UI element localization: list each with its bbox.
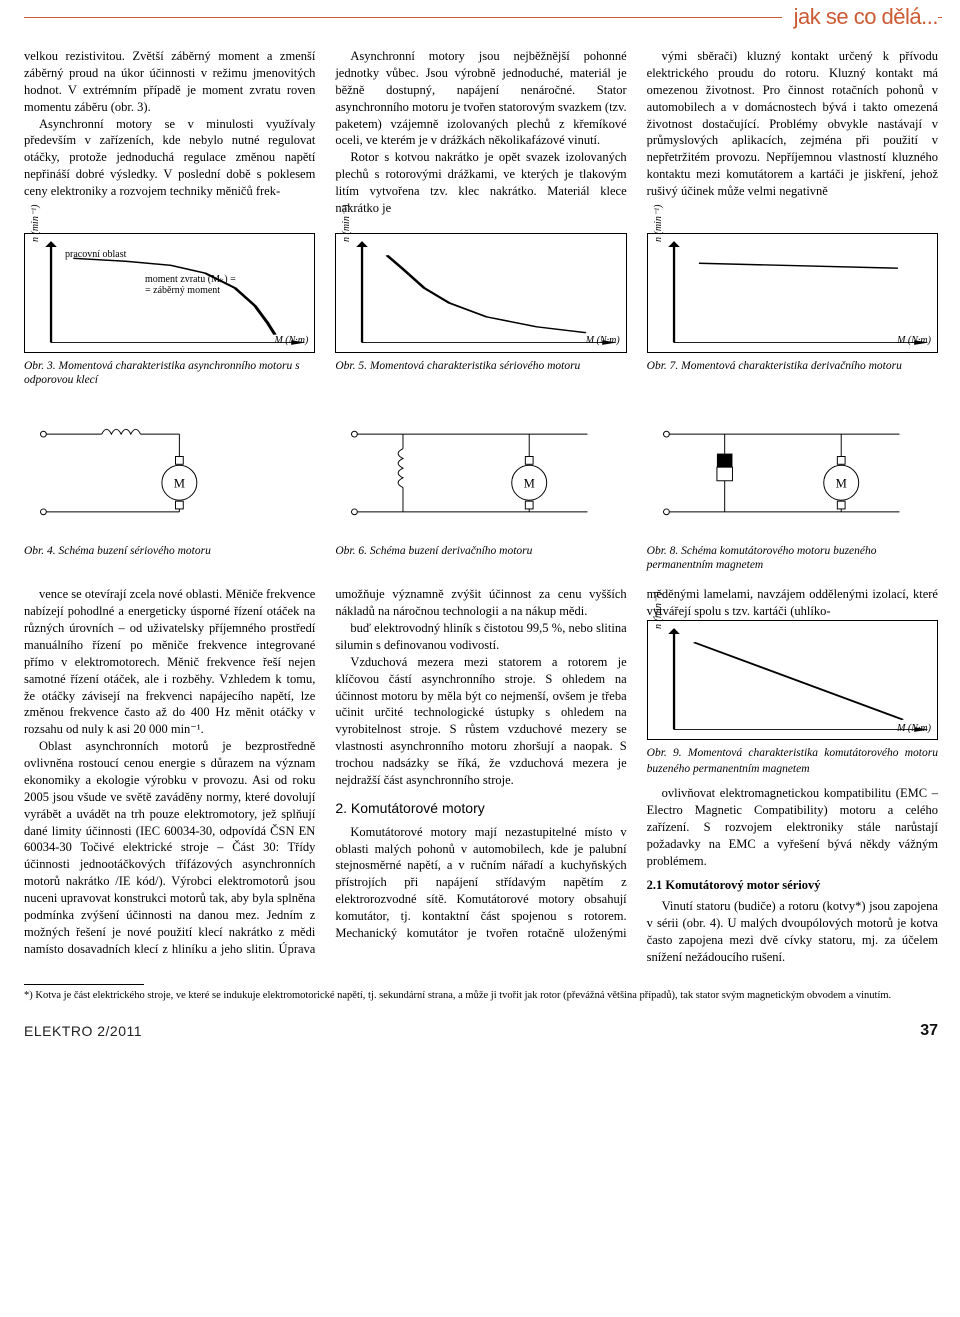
schematic-svg: M [24, 408, 315, 538]
p: velkou rezistivitou. Zvětší záběrný mome… [24, 48, 315, 116]
xlabel: M (N·m) [897, 334, 931, 348]
fig9-block: n (min⁻¹) M (N·m) Obr. 9. Momentová char… [647, 620, 938, 777]
ylabel: n (min⁻¹) [340, 204, 354, 241]
chart-row: pracovní oblast moment zvratu (Mₖ) = = z… [24, 233, 938, 388]
page-number: 37 [920, 1020, 938, 1042]
chart: n (min⁻¹) M (N·m) [647, 620, 938, 740]
fig7: n (min⁻¹) M (N·m) Obr. 7. Momentová char… [647, 233, 938, 388]
chart-svg [648, 621, 937, 739]
p: Vinutí statoru (budiče) a rotoru (kotvy*… [647, 898, 938, 966]
svg-text:M: M [524, 476, 535, 490]
schematic-svg: M [335, 408, 626, 538]
page-footer: ELEKTRO 2/2011 37 [0, 1016, 960, 1050]
chart: n (min⁻¹) M (N·m) [335, 233, 626, 353]
p: Asynchronní motory jsou nejběžnější poho… [335, 48, 626, 149]
ylabel: n (min⁻¹) [652, 204, 666, 241]
xlabel: M (N·m) [274, 334, 308, 348]
schematic: M [24, 408, 315, 538]
note-zvrat: moment zvratu (Mₖ) = = záběrný moment [145, 274, 236, 296]
subheading: 2.1 Komutátorový motor sériový [647, 877, 938, 894]
motor-symbol: M [174, 476, 185, 490]
caption: Obr. 3. Momentová charakteristika asynch… [24, 359, 315, 388]
caption: Obr. 8. Schéma komutátorového motoru buz… [647, 544, 938, 573]
chart-svg [648, 234, 937, 352]
caption: Obr. 5. Momentová charakteristika sériov… [335, 359, 626, 373]
fig6: M Obr. 6. Schéma buzení derivačního moto… [335, 408, 626, 558]
p: ovlivňovat elektromagnetickou kompatibil… [647, 785, 938, 869]
section-header: jak se co dělá... [0, 0, 960, 34]
p: vence se otevírají zcela nové oblasti. M… [24, 586, 315, 738]
fig4: M Obr. 4. Schéma buzení sériového motoru [24, 408, 315, 558]
ylabel: n (min⁻¹) [652, 592, 666, 629]
heading: 2. Komutátorové motory [335, 799, 626, 818]
ylabel: n (min⁻¹) [29, 204, 43, 241]
fig3: pracovní oblast moment zvratu (Mₖ) = = z… [24, 233, 315, 388]
footnote-rule [24, 984, 144, 985]
caption: Obr. 7. Momentová charakteristika deriva… [647, 359, 938, 373]
lower-text: vence se otevírají zcela nové oblasti. M… [24, 586, 938, 966]
schematic: M [647, 408, 938, 538]
xlabel: M (N·m) [897, 722, 931, 736]
p: Rotor s kotvou nakrátko je opět svazek i… [335, 149, 626, 217]
caption: Obr. 6. Schéma buzení derivačního motoru [335, 544, 626, 558]
schematic-svg: M [647, 408, 938, 538]
chart: pracovní oblast moment zvratu (Mₖ) = = z… [24, 233, 315, 353]
schematic: M [335, 408, 626, 538]
schematic-row: M Obr. 4. Schéma buzení sériového motoru [24, 408, 938, 573]
chart: n (min⁻¹) M (N·m) [647, 233, 938, 353]
caption: Obr. 4. Schéma buzení sériového motoru [24, 544, 315, 558]
footnote: *) Kotva je část elektrického stroje, ve… [24, 989, 938, 1003]
section-title: jak se co dělá... [782, 2, 938, 32]
svg-text:M: M [835, 476, 846, 490]
footer-left: ELEKTRO 2/2011 [24, 1022, 142, 1041]
fig5: n (min⁻¹) M (N·m) Obr. 5. Momentová char… [335, 233, 626, 388]
intro-text: velkou rezistivitou. Zvětší záběrný mome… [24, 48, 938, 217]
p: vými sběrači) kluzný kontakt určený k př… [647, 48, 938, 200]
note-working: pracovní oblast [65, 248, 126, 262]
caption: Obr. 9. Momentová charakteristika komutá… [647, 746, 938, 777]
chart-svg [336, 234, 625, 352]
p: buď elektrovodný hliník s čistotou 99,5 … [335, 620, 626, 654]
p: Vzduchová mezera mezi statorem a rotorem… [335, 654, 626, 789]
p: Asynchronní motory se v minulosti využív… [24, 116, 315, 200]
xlabel: M (N·m) [586, 334, 620, 348]
fig8: M Obr. 8. Schéma komutátorového motoru b… [647, 408, 938, 573]
